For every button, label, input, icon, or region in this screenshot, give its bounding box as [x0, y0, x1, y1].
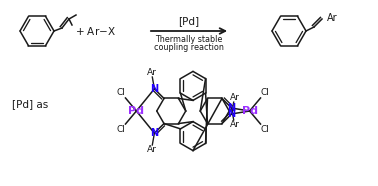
Text: Cl: Cl — [260, 88, 270, 97]
Text: Thermally stable: Thermally stable — [155, 35, 223, 44]
Text: + Ar$-$X: + Ar$-$X — [75, 25, 116, 37]
Text: Ar: Ar — [147, 68, 156, 77]
Text: [Pd] as: [Pd] as — [12, 99, 48, 109]
Text: Cl: Cl — [116, 88, 125, 97]
Text: N: N — [228, 109, 235, 119]
Text: Ar: Ar — [327, 13, 338, 23]
Text: Ar: Ar — [229, 120, 240, 129]
Text: Pd: Pd — [242, 106, 257, 116]
Text: Cl: Cl — [260, 125, 270, 134]
Text: N: N — [150, 84, 158, 94]
Text: N: N — [150, 128, 158, 138]
Text: N: N — [228, 103, 235, 113]
Text: [Pd]: [Pd] — [178, 16, 200, 26]
Text: Pd: Pd — [129, 106, 144, 116]
Text: coupling reaction: coupling reaction — [154, 43, 224, 52]
Text: Ar: Ar — [147, 145, 156, 154]
Text: Ar: Ar — [229, 93, 240, 102]
Text: Cl: Cl — [116, 125, 125, 134]
